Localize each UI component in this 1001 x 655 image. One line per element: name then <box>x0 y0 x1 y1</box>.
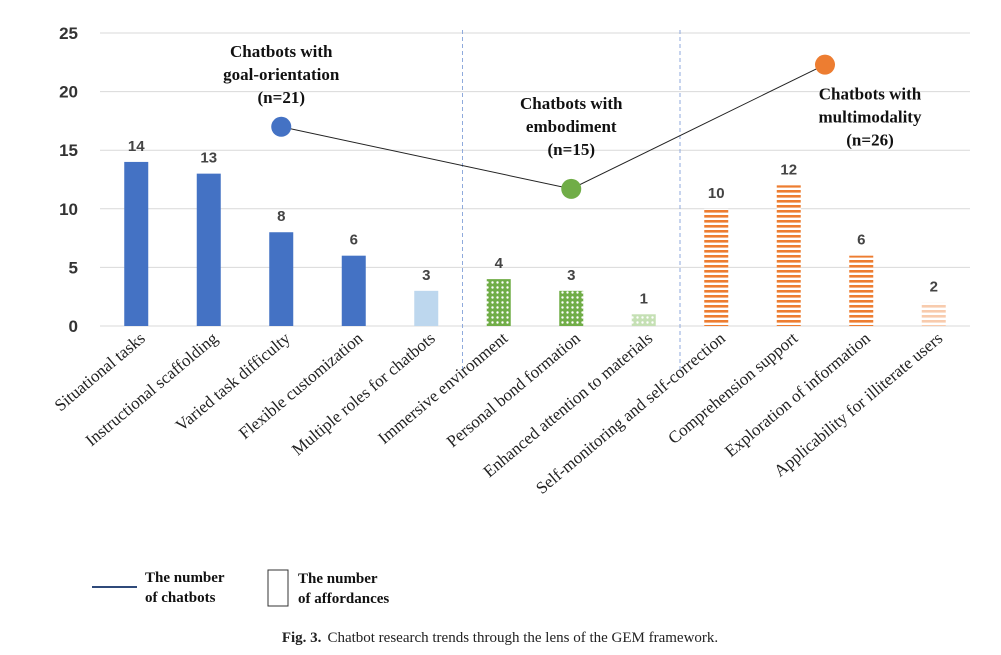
bar-value-label: 14 <box>128 138 145 155</box>
group-label-line: embodiment <box>526 117 617 136</box>
bar-value-labels: 14 13 8 6 3 4 3 1 10 12 6 2 <box>128 138 938 307</box>
bars <box>124 161 946 326</box>
legend: The number of chatbots The number of aff… <box>92 569 389 607</box>
caption-prefix: Fig. 3. <box>282 630 322 646</box>
group-labels: Chatbots with goal-orientation (n=21) Chatb… <box>223 42 922 159</box>
legend-box-label-1: The number <box>298 571 378 587</box>
bar <box>704 208 729 326</box>
chatbot-count-line <box>271 54 835 199</box>
bar-value-label: 3 <box>567 267 575 284</box>
legend-line-label-2: of chatbots <box>145 590 216 606</box>
group-label-line: (n=21) <box>258 88 305 107</box>
bar-value-label: 13 <box>200 150 217 167</box>
bar <box>849 255 874 326</box>
bar <box>921 302 946 326</box>
bar-value-label: 10 <box>708 185 725 202</box>
bar <box>269 232 294 326</box>
group-label-line: Chatbots with <box>230 42 333 61</box>
group-label-line: goal-orientation <box>223 65 340 84</box>
legend-box-marker <box>267 569 289 607</box>
bar <box>196 173 221 326</box>
y-axis-tick-labels: 0 5 10 15 20 25 <box>59 24 78 336</box>
bar-value-label: 6 <box>857 232 865 249</box>
y-tick-label: 0 <box>69 317 78 336</box>
gridlines <box>100 32 970 327</box>
x-tick-label: Personal bond formation <box>443 328 584 451</box>
bar <box>776 185 801 326</box>
y-tick-label: 25 <box>59 24 78 43</box>
bar <box>124 161 149 326</box>
bar <box>414 290 439 326</box>
figure-caption: Fig. 3. Chatbot research trends through t… <box>282 630 718 646</box>
group-label-line: (n=15) <box>548 140 595 159</box>
x-tick-label: Comprehension support <box>664 328 801 447</box>
group-dividers <box>462 30 681 370</box>
group-label-line: Chatbots with <box>819 85 922 104</box>
bar-value-label: 6 <box>350 232 358 249</box>
group-label-line: (n=26) <box>846 131 893 150</box>
bar <box>631 314 656 326</box>
x-tick-label: Exploration of information <box>721 328 874 461</box>
y-tick-label: 20 <box>59 83 78 102</box>
chatbot-line-point <box>815 54 835 75</box>
bar-value-label: 8 <box>277 208 285 225</box>
legend-box-label-2: of affordances <box>298 591 389 607</box>
bar-value-label: 4 <box>495 255 504 272</box>
group-label-line: Chatbots with <box>520 94 623 113</box>
legend-line-label-1: The number <box>145 570 225 586</box>
bar-value-label: 3 <box>422 267 430 284</box>
group-label-line: multimodality <box>819 108 922 127</box>
y-tick-label: 10 <box>59 200 78 219</box>
x-tick-label: Instructional scaffolding <box>82 328 222 450</box>
y-tick-label: 15 <box>59 141 78 160</box>
y-tick-label: 5 <box>69 258 78 277</box>
caption-text: Chatbot research trends through the lens… <box>327 630 718 646</box>
bar <box>341 255 366 326</box>
x-tick-label: Immersive environment <box>374 328 511 447</box>
bar <box>486 279 511 326</box>
x-tick-label: Flexible customization <box>235 328 367 443</box>
chatbot-line-point <box>561 178 582 199</box>
x-tick-label: Multiple roles for chatbots <box>288 329 439 460</box>
bar <box>559 290 584 326</box>
bar-value-label: 2 <box>930 279 938 296</box>
chatbot-line-point <box>271 116 292 137</box>
bar-value-label: 12 <box>780 161 797 178</box>
bar-value-label: 1 <box>640 290 648 307</box>
